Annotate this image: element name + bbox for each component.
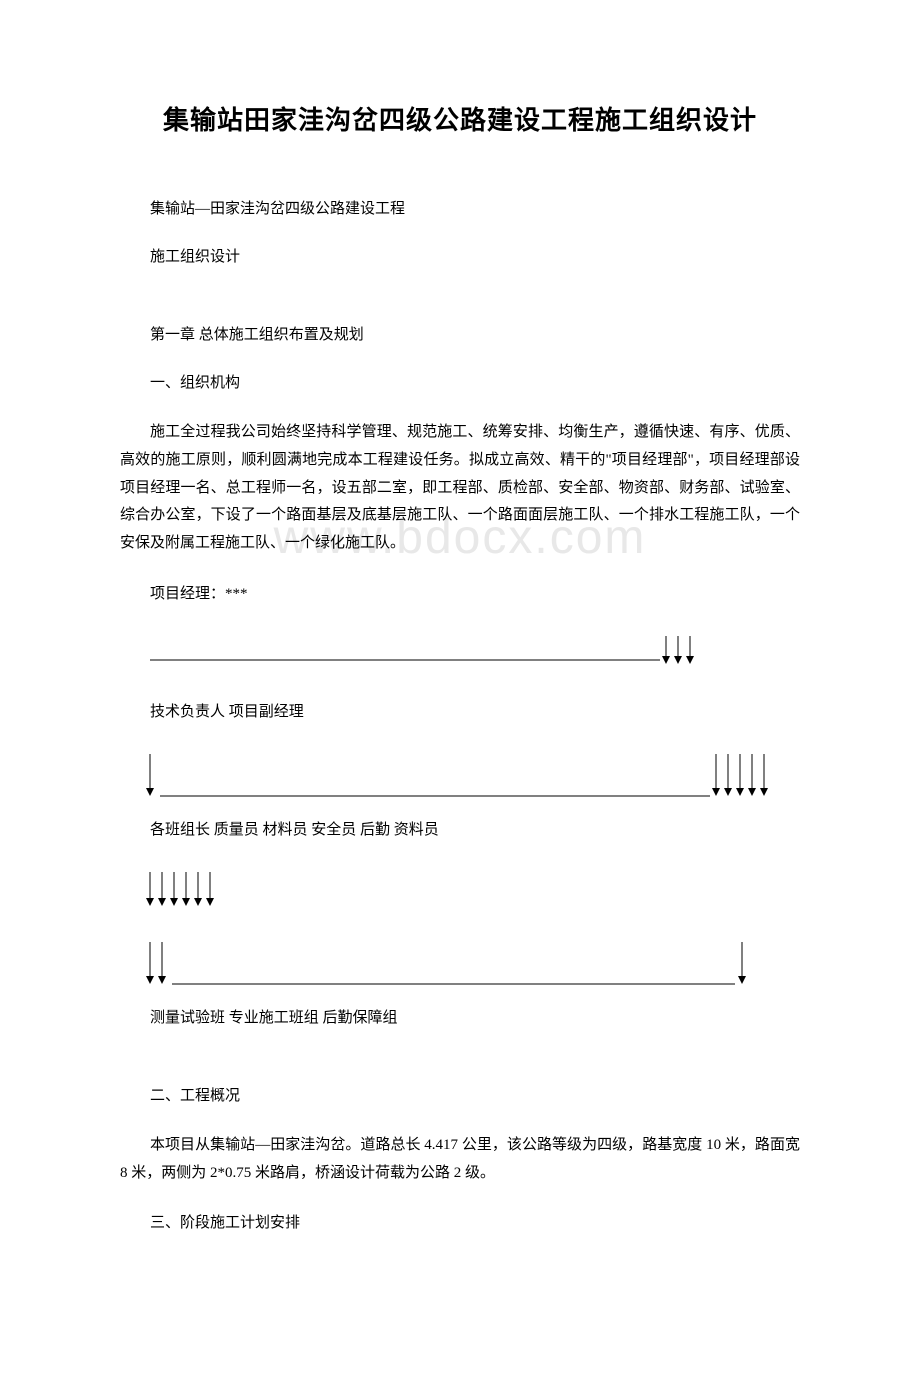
teams-line: 测量试验班 专业施工班组 后勤保障组: [120, 1006, 800, 1030]
section-1-body: 施工全过程我公司始终坚持科学管理、规范施工、统筹安排、均衡生产，遵循快速、有序、…: [120, 419, 800, 558]
page-title: 集输站田家洼沟岔四级公路建设工程施工组织设计: [120, 100, 800, 137]
section-2-heading: 二、工程概况: [120, 1084, 800, 1108]
section-2-body: 本项目从集输站—田家洼沟岔。道路总长 4.417 公里，该公路等级为四级，路基宽…: [120, 1132, 800, 1188]
org-connector-1: [120, 630, 800, 690]
connector-svg-2: [120, 748, 800, 803]
connector-svg-1: [120, 630, 800, 670]
org-connector-4: [120, 936, 800, 996]
tech-line: 技术负责人 项目副经理: [120, 700, 800, 724]
pm-line: 项目经理：***: [120, 582, 800, 606]
org-connector-2: [120, 748, 800, 808]
connector-svg-4: [120, 936, 800, 991]
org-connector-3: [120, 866, 800, 926]
section-1-heading: 一、组织机构: [120, 371, 800, 395]
connector-svg-3: [120, 866, 800, 911]
subtitle-1: 集输站—田家洼沟岔四级公路建设工程: [120, 197, 800, 221]
section-3-heading: 三、阶段施工计划安排: [120, 1211, 800, 1235]
chapter-heading: 第一章 总体施工组织布置及规划: [120, 323, 800, 347]
document-content: 集输站田家洼沟岔四级公路建设工程施工组织设计 集输站—田家洼沟岔四级公路建设工程…: [120, 100, 800, 1235]
subtitle-2: 施工组织设计: [120, 245, 800, 269]
roles-line: 各班组长 质量员 材料员 安全员 后勤 资料员: [120, 818, 800, 842]
